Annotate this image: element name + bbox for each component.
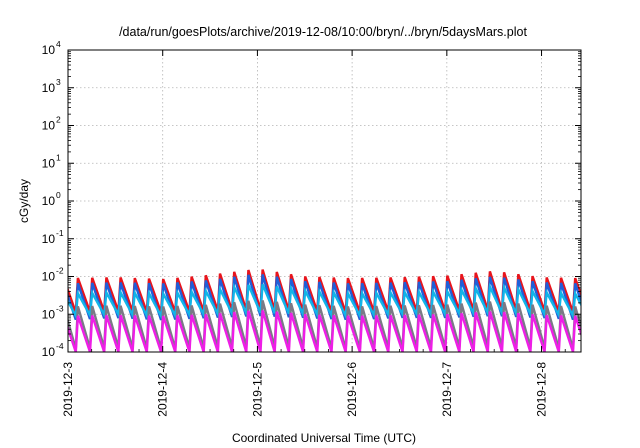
x-axis-ticks: 2019-12-3 2019-12-4 2019-12-5 2019-12-6 2019… xyxy=(61,50,566,417)
y-tick-exponent: -1 xyxy=(56,228,64,238)
x-tick-label: 2019-12-5 xyxy=(250,362,264,417)
chart-title: /data/run/goesPlots/archive/2019-12-08/1… xyxy=(119,25,527,39)
y-tick-label: 10 xyxy=(42,43,56,57)
y-tick-exponent: 2 xyxy=(56,115,61,125)
x-tick-label: 2019-12-4 xyxy=(156,362,170,417)
y-tick-label: 10 xyxy=(42,156,56,170)
y-tick-exponent: -3 xyxy=(56,303,64,313)
y-tick-exponent: -4 xyxy=(56,341,64,351)
grid xyxy=(68,50,581,352)
y-tick-label: 10 xyxy=(42,81,56,95)
y-tick-label: 10 xyxy=(42,194,56,208)
series-line-5 xyxy=(68,310,581,352)
y-tick-label: 10 xyxy=(42,119,56,133)
y-tick-exponent: 1 xyxy=(56,152,61,162)
y-tick-exponent: 3 xyxy=(56,77,61,87)
series-layer xyxy=(68,269,581,352)
x-tick-label: 2019-12-6 xyxy=(345,362,359,417)
y-tick-exponent: 4 xyxy=(56,39,61,49)
series-line-3 xyxy=(68,282,581,320)
y-tick-exponent: -2 xyxy=(56,266,64,276)
x-axis-label: Coordinated Universal Time (UTC) xyxy=(232,431,416,445)
y-tick-label: 10 xyxy=(42,232,56,246)
y-tick-label: 10 xyxy=(42,345,56,359)
y-tick-exponent: 0 xyxy=(56,190,61,200)
y-tick-label: 10 xyxy=(42,307,56,321)
x-tick-label: 2019-12-3 xyxy=(61,362,75,417)
y-tick-label: 10 xyxy=(42,270,56,284)
x-tick-label: 2019-12-7 xyxy=(440,362,454,417)
x-tick-label: 2019-12-8 xyxy=(535,362,549,417)
y-axis-label: cGy/day xyxy=(17,179,31,223)
